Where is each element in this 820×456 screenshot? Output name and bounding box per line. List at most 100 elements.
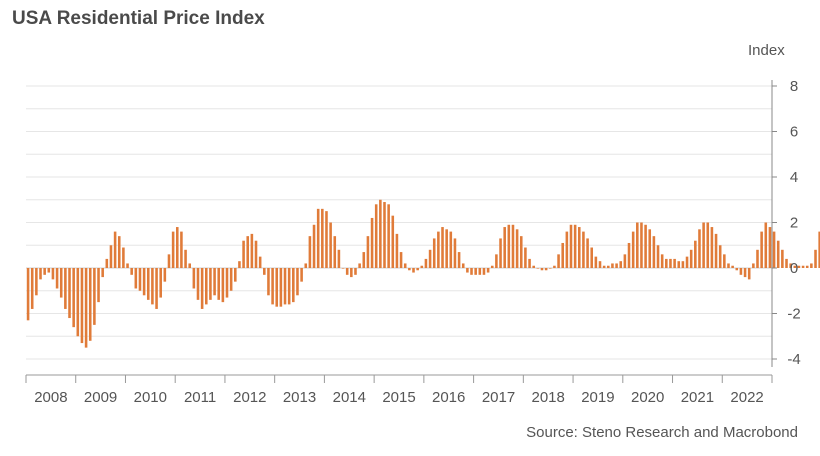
bar (573, 224, 577, 268)
bar (486, 268, 490, 273)
bar (565, 231, 569, 268)
bar (97, 268, 100, 303)
bar (569, 224, 573, 268)
x-tick-label: 2008 (34, 389, 67, 406)
bar (561, 242, 564, 268)
bar (449, 231, 453, 268)
source-note: Source: Steno Research and Macrobond (526, 424, 798, 441)
bar (296, 268, 299, 296)
bar (30, 268, 34, 309)
x-tick-label: 2020 (631, 389, 664, 406)
bar (391, 215, 395, 268)
bar (503, 227, 506, 268)
bar (428, 249, 432, 268)
bar (246, 236, 250, 268)
bar (88, 268, 92, 341)
x-tick-label: 2012 (233, 389, 266, 406)
bar (420, 265, 424, 268)
bar (594, 256, 598, 269)
chart-title: USA Residential Price Index (12, 8, 265, 29)
bar (772, 231, 776, 268)
bar (175, 227, 179, 268)
bar (350, 268, 353, 278)
bar (524, 247, 527, 268)
bar (441, 227, 444, 268)
bar (379, 199, 382, 268)
bar (781, 249, 784, 268)
bar (453, 238, 457, 268)
bar (793, 265, 797, 268)
bar (263, 268, 266, 275)
bar (366, 236, 370, 268)
bar (619, 261, 623, 268)
bar (76, 268, 80, 337)
bar (35, 268, 38, 296)
bar (540, 268, 544, 271)
bar (308, 236, 312, 268)
bar (321, 208, 324, 268)
bar (188, 263, 191, 268)
bar (743, 268, 747, 278)
bar (507, 224, 511, 268)
bar (39, 268, 42, 280)
bar (731, 265, 734, 268)
bar (598, 261, 602, 268)
bar (582, 231, 585, 268)
bar (387, 204, 390, 268)
bar (221, 268, 225, 303)
bar (171, 231, 175, 268)
bar (818, 231, 820, 268)
bar (656, 245, 660, 268)
bar (292, 268, 295, 303)
bar (383, 202, 386, 268)
bar (694, 240, 697, 268)
bar (159, 268, 162, 298)
bar (760, 231, 763, 268)
bar (689, 249, 693, 268)
bar (72, 268, 75, 328)
bar (685, 256, 689, 269)
bar (652, 236, 656, 268)
bar (432, 238, 436, 268)
bar (325, 211, 328, 269)
y-tick-label: 2 (790, 215, 798, 232)
bar (200, 268, 204, 309)
bar (213, 268, 216, 296)
bar (59, 268, 63, 298)
bar (138, 268, 142, 291)
bar (640, 222, 643, 268)
bar (528, 258, 531, 268)
y-tick-label: 4 (790, 169, 798, 186)
bar (47, 268, 51, 273)
y-axis-unit-label: Index (748, 42, 785, 59)
bar (544, 268, 548, 271)
bar (478, 268, 482, 275)
bar (271, 268, 274, 305)
x-tick-label: 2022 (730, 389, 763, 406)
bar (242, 240, 245, 268)
bar (764, 222, 768, 268)
bar (55, 268, 59, 289)
bar (466, 268, 469, 273)
bar (238, 261, 241, 268)
bar (553, 265, 556, 268)
bar (669, 258, 672, 268)
bar (341, 268, 345, 269)
bar (304, 263, 308, 268)
bar (648, 229, 652, 268)
bar (126, 263, 129, 268)
bar (205, 268, 208, 305)
bar (196, 268, 200, 300)
bar (482, 268, 486, 275)
bar (710, 227, 714, 268)
bar (727, 263, 730, 268)
bar (739, 268, 743, 275)
y-tick-label: -4 (787, 351, 800, 368)
x-tick-label: 2011 (184, 389, 216, 406)
bar (801, 265, 805, 268)
bar (358, 263, 361, 268)
bar (470, 268, 473, 275)
bar (805, 265, 809, 268)
bar (51, 268, 55, 280)
bar (113, 231, 117, 268)
